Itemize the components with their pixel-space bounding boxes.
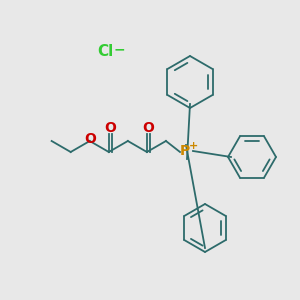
Text: O: O [104,121,116,135]
Text: O: O [84,132,96,146]
Text: Cl: Cl [97,44,113,59]
Text: O: O [142,121,154,135]
Text: −: − [113,42,125,56]
Text: P: P [180,144,190,158]
Text: +: + [189,141,199,151]
